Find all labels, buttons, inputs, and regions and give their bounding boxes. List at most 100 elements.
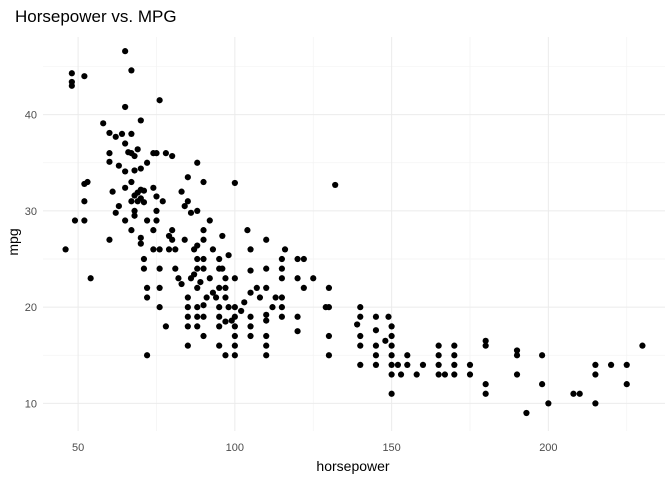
data-point [278,255,285,263]
x-tick-label: 100 [226,442,244,454]
data-point [623,361,630,368]
data-point [482,337,489,344]
data-point [263,236,270,243]
data-point [153,207,160,215]
data-point [294,328,301,335]
data-point [115,202,122,210]
data-point [247,332,254,340]
data-point [112,133,119,140]
data-point [156,304,163,311]
data-point [513,371,521,378]
data-point [68,70,75,77]
data-point [294,313,301,320]
data-point [194,323,201,330]
data-point [150,227,157,234]
data-point [184,198,191,205]
data-point [122,217,129,224]
data-point [231,352,238,359]
data-point [357,342,364,349]
data-point [216,323,223,330]
data-point [140,199,148,206]
data-point [263,284,270,291]
data-point [413,371,420,378]
data-point [325,332,333,340]
y-tick-label: 10 [25,398,37,410]
data-point [219,265,226,272]
data-point [143,284,151,291]
data-point [247,289,254,296]
data-point [197,279,204,286]
data-point [482,381,489,388]
data-point [357,313,364,320]
x-tick-label: 150 [382,442,400,454]
data-point [128,130,135,138]
data-point [244,227,251,234]
x-tick-label: 50 [72,442,84,454]
data-point [623,381,630,388]
data-point [451,342,458,349]
data-point [184,304,191,311]
data-point [137,117,144,124]
data-point [178,280,185,288]
data-point [187,209,195,216]
data-point [106,129,113,137]
data-point [156,246,163,253]
data-point [241,299,248,306]
data-point [140,265,148,272]
data-point [576,390,583,397]
data-point [263,317,270,324]
data-point [200,302,207,309]
data-point [397,371,405,378]
data-point [128,198,135,205]
data-point [194,304,201,311]
data-point [150,246,157,253]
data-point [225,304,232,311]
data-point [639,342,646,349]
data-point [194,313,201,320]
data-point [200,236,207,243]
data-point [122,48,129,55]
data-point [222,294,229,301]
data-point [231,179,238,187]
data-point [294,255,301,263]
data-point [278,275,285,282]
data-point [385,313,392,320]
data-point [200,332,207,340]
data-point [71,217,79,224]
data-point [169,227,176,234]
data-point [106,236,113,243]
data-point [372,352,380,359]
data-point [131,207,138,215]
data-point [162,323,169,330]
data-point [592,371,599,378]
data-point [372,361,380,368]
data-point [263,265,270,272]
data-point [513,352,521,359]
data-point [62,246,69,253]
data-point [137,234,144,241]
data-point [325,284,333,291]
data-point [209,289,217,296]
data-point [466,371,474,378]
data-point [466,361,474,368]
data-point [200,178,207,186]
data-point [131,167,138,174]
data-point [281,246,289,253]
data-point [206,275,213,282]
data-point [451,371,458,378]
data-point [231,342,238,349]
data-point [200,227,207,234]
data-point [106,150,113,157]
data-point [388,361,395,368]
data-point [216,342,223,349]
x-axis-title: horsepower [316,458,389,474]
data-point [607,361,615,368]
data-point [247,313,254,320]
data-point [394,361,401,368]
data-point [247,267,254,274]
data-point [300,255,307,263]
data-point [256,294,264,301]
data-point [435,361,442,368]
data-point [482,390,489,397]
